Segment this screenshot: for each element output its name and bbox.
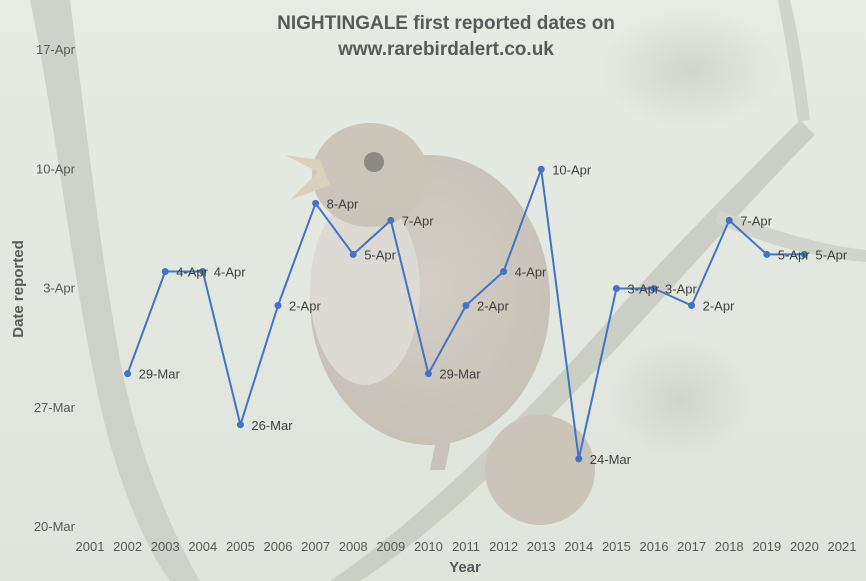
leaf-cluster-top [600, 10, 780, 130]
y-tick-label: 17-Apr [36, 42, 76, 57]
data-point [387, 216, 395, 224]
data-point [274, 302, 282, 310]
data-point [462, 302, 470, 310]
y-tick-label: 10-Apr [36, 161, 76, 176]
data-label: 4-Apr [515, 264, 547, 279]
x-tick-label: 2003 [151, 539, 180, 554]
twig-right [715, 210, 866, 262]
data-label: 24-Mar [590, 452, 632, 467]
x-tick-label: 2021 [828, 539, 857, 554]
data-point [800, 250, 808, 258]
y-tick-label: 3-Apr [43, 281, 75, 296]
bird-breast [310, 195, 420, 385]
data-point [199, 267, 207, 275]
series-points [124, 165, 808, 463]
data-label: 5-Apr [364, 247, 396, 262]
main-branch [330, 120, 815, 581]
data-label: 2-Apr [289, 299, 321, 314]
data-labels: 29-Mar 4-Apr 4-Apr 26-Mar 2-Apr 8-Apr 5-Apr 7-A… [139, 162, 848, 467]
x-tick-label: 2018 [715, 539, 744, 554]
x-tick-label: 2012 [489, 539, 518, 554]
x-tick-label: 2006 [264, 539, 293, 554]
data-label: 5-Apr [778, 247, 810, 262]
y-tick-label: 20-Mar [34, 519, 76, 534]
y-axis-ticks: 20-Mar 27-Mar 3-Apr 10-Apr 17-Apr [34, 42, 76, 534]
x-tick-label: 2009 [376, 539, 405, 554]
x-axis-ticks: 2001 2002 2003 2004 2005 2006 2007 2008 2009 2010… [76, 539, 857, 554]
data-point [500, 267, 508, 275]
data-label: 3-Apr [627, 282, 659, 297]
data-point [236, 421, 244, 429]
data-point [575, 455, 583, 463]
bird-eye [364, 152, 384, 172]
left-branch [30, 0, 200, 581]
data-label: 5-Apr [815, 247, 847, 262]
background-photo [30, 0, 866, 581]
data-label: 2-Apr [703, 299, 735, 314]
y-axis-title: Date reported [10, 240, 27, 338]
bird-head [312, 123, 428, 227]
data-label: 7-Apr [402, 213, 434, 228]
x-tick-label: 2002 [113, 539, 142, 554]
x-tick-label: 2005 [226, 539, 255, 554]
twig-top [778, 0, 810, 122]
data-label: 2-Apr [477, 299, 509, 314]
chart-title-line1: NIGHTINGALE first reported dates on [277, 13, 615, 34]
bird-legs [430, 420, 455, 470]
data-point [312, 199, 320, 207]
data-label: 4-Apr [176, 264, 208, 279]
data-point [688, 302, 696, 310]
data-point [725, 216, 733, 224]
data-point [349, 250, 357, 258]
data-point [612, 285, 620, 292]
data-label: 26-Mar [251, 418, 293, 433]
data-point [161, 267, 169, 275]
x-tick-label: 2017 [677, 539, 706, 554]
data-label: 29-Mar [139, 367, 181, 382]
data-label: 4-Apr [214, 264, 246, 279]
x-tick-label: 2020 [790, 539, 819, 554]
x-tick-label: 2015 [602, 539, 631, 554]
x-tick-label: 2010 [414, 539, 443, 554]
bird-beak [285, 155, 330, 200]
leaf-cluster-right [610, 340, 750, 460]
x-tick-label: 2014 [564, 539, 593, 554]
x-tick-label: 2008 [339, 539, 368, 554]
data-label: 29-Mar [439, 367, 481, 382]
x-tick-label: 2004 [188, 539, 217, 554]
data-label: 7-Apr [740, 213, 772, 228]
x-tick-label: 2001 [76, 539, 105, 554]
x-tick-label: 2016 [640, 539, 669, 554]
data-label: 8-Apr [327, 196, 359, 211]
x-tick-label: 2011 [452, 539, 480, 554]
data-point [650, 285, 658, 292]
x-tick-label: 2019 [752, 539, 781, 554]
data-label: 3-Apr [665, 282, 697, 297]
x-tick-label: 2007 [301, 539, 330, 554]
data-label: 10-Apr [552, 162, 592, 177]
x-axis-title: Year [449, 559, 481, 576]
x-tick-label: 2013 [527, 539, 556, 554]
data-point [124, 370, 132, 378]
chart-title-line2: www.rarebirdalert.co.uk [337, 39, 554, 60]
data-point [537, 165, 545, 173]
data-point [424, 370, 432, 378]
bird-tail [485, 415, 595, 525]
y-tick-label: 27-Mar [34, 400, 76, 415]
data-point [763, 250, 771, 258]
